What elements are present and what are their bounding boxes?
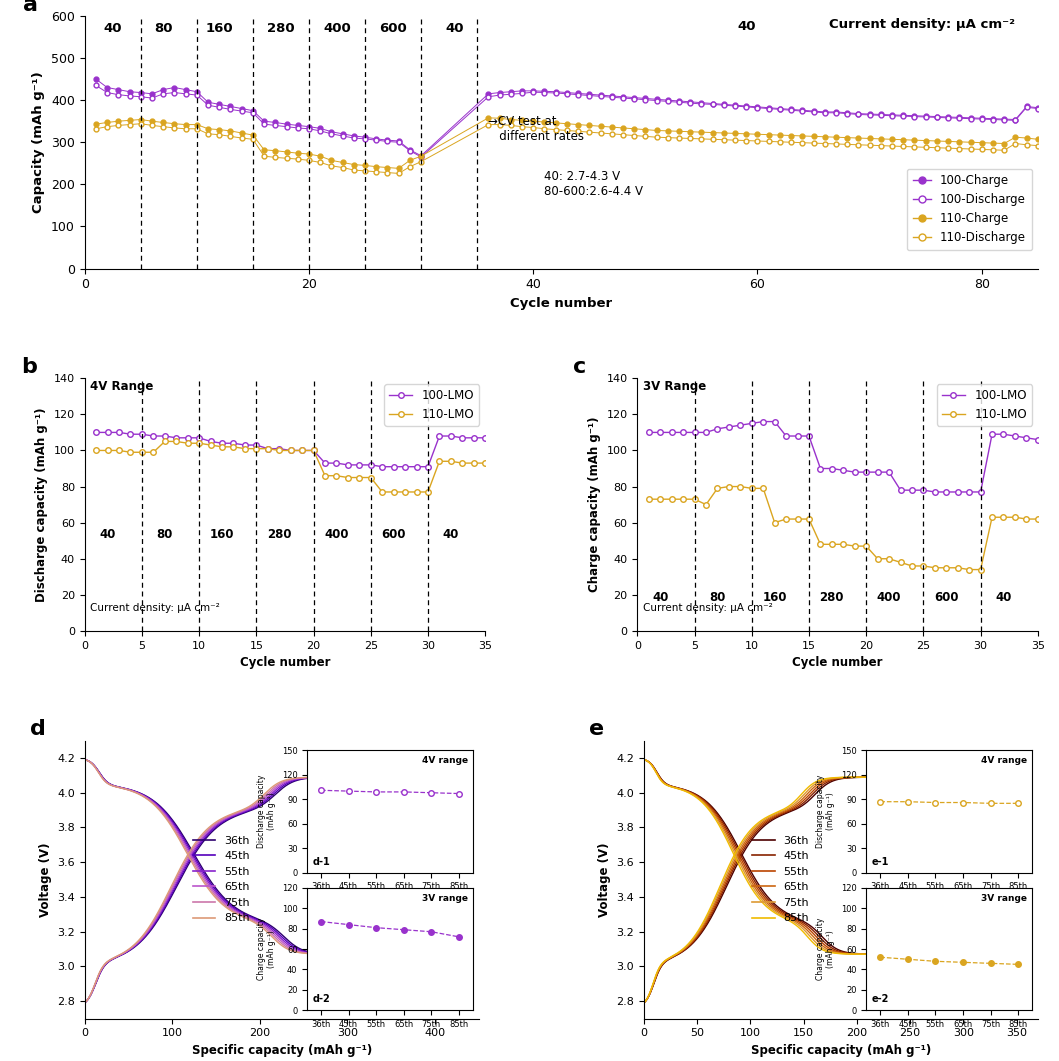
110-Discharge [953, 142, 966, 155]
Line: 110-Charge: 110-Charge [93, 116, 1040, 171]
100-Charge [1031, 102, 1044, 115]
Text: 40: 2.7-4.3 V: 40: 2.7-4.3 V [544, 170, 621, 182]
Text: 160: 160 [205, 22, 233, 35]
100-Discharge [684, 97, 697, 109]
Text: 400: 400 [323, 22, 351, 35]
100-Charge [762, 102, 775, 115]
100-Discharge [550, 87, 562, 100]
Text: 280: 280 [267, 528, 291, 541]
Text: 600: 600 [934, 591, 958, 604]
Text: 40: 40 [652, 591, 668, 604]
110-Charge [706, 126, 719, 139]
110-Discharge [134, 118, 147, 131]
110-Charge [773, 128, 786, 141]
110-Charge [1031, 133, 1044, 145]
100-Charge [90, 73, 103, 86]
Legend: 100-Charge, 100-Discharge, 110-Charge, 110-Discharge: 100-Charge, 100-Discharge, 110-Charge, 1… [907, 169, 1031, 250]
100-Discharge [415, 151, 428, 163]
Text: b: b [20, 358, 36, 378]
110-Discharge [392, 167, 405, 179]
Text: 160: 160 [762, 591, 787, 604]
110-Discharge [90, 122, 103, 135]
Text: 40: 40 [446, 22, 464, 35]
X-axis label: Cycle number: Cycle number [510, 297, 612, 310]
110-Discharge [560, 124, 573, 137]
Text: 40: 40 [100, 528, 115, 541]
110-Discharge [695, 133, 707, 145]
Text: 80: 80 [157, 528, 173, 541]
100-Charge [684, 95, 697, 108]
Text: d: d [30, 719, 46, 740]
Text: 280: 280 [820, 591, 844, 604]
100-Charge [695, 97, 707, 109]
100-Charge [415, 150, 428, 162]
Text: e: e [589, 719, 604, 740]
Text: 400: 400 [877, 591, 901, 604]
100-Discharge [90, 79, 103, 91]
110-Discharge [740, 134, 753, 146]
110-Discharge [773, 136, 786, 149]
100-Discharge [729, 100, 741, 112]
Text: 600: 600 [381, 528, 406, 541]
110-Charge [560, 118, 573, 131]
Line: 110-Discharge: 110-Discharge [93, 121, 1040, 176]
Y-axis label: Capacity (mAh g⁻¹): Capacity (mAh g⁻¹) [33, 71, 46, 213]
100-Charge [550, 85, 562, 98]
100-Charge [941, 110, 954, 123]
Text: a: a [23, 0, 38, 15]
Text: 40: 40 [104, 22, 122, 35]
Y-axis label: Charge capacity (mAh g⁻¹): Charge capacity (mAh g⁻¹) [588, 417, 600, 592]
Line: 100-Discharge: 100-Discharge [93, 83, 1040, 159]
Text: Current density: μA cm⁻²: Current density: μA cm⁻² [643, 603, 773, 613]
Text: c: c [573, 358, 587, 378]
100-Discharge [1031, 102, 1044, 115]
100-Charge [729, 99, 741, 111]
Text: 3V Range: 3V Range [643, 380, 706, 393]
Text: →CV test at
   different rates: →CV test at different rates [488, 116, 585, 143]
Line: 100-Charge: 100-Charge [93, 76, 1040, 158]
Text: 80: 80 [710, 591, 725, 604]
X-axis label: Specific capacity (mAh g⁻¹): Specific capacity (mAh g⁻¹) [751, 1044, 931, 1057]
100-Discharge [941, 111, 954, 124]
Legend: 36th, 45th, 55th, 65th, 75th, 85th: 36th, 45th, 55th, 65th, 75th, 85th [748, 831, 813, 928]
110-Charge [740, 127, 753, 140]
Text: 400: 400 [324, 528, 348, 541]
Text: 600: 600 [379, 22, 407, 35]
Text: 280: 280 [267, 22, 294, 35]
Text: 40: 40 [737, 20, 755, 33]
100-Discharge [762, 102, 775, 115]
X-axis label: Specific capacity (mAh g⁻¹): Specific capacity (mAh g⁻¹) [192, 1044, 372, 1057]
110-Charge [392, 162, 405, 175]
X-axis label: Cycle number: Cycle number [239, 656, 330, 669]
Text: 160: 160 [210, 528, 234, 541]
Text: 40: 40 [995, 591, 1011, 604]
Text: Current density: μA cm⁻²: Current density: μA cm⁻² [829, 18, 1016, 31]
110-Charge [90, 118, 103, 131]
Y-axis label: Discharge capacity (mAh g⁻¹): Discharge capacity (mAh g⁻¹) [35, 407, 49, 602]
Text: Current density: μA cm⁻²: Current density: μA cm⁻² [90, 603, 220, 613]
110-Charge [482, 111, 495, 124]
110-Charge [695, 126, 707, 139]
Text: 4V Range: 4V Range [90, 380, 154, 393]
Text: 40: 40 [443, 528, 459, 541]
Text: 80: 80 [154, 22, 173, 35]
Y-axis label: Voltage (V): Voltage (V) [38, 842, 52, 917]
Y-axis label: Voltage (V): Voltage (V) [598, 842, 611, 917]
Legend: 100-LMO, 110-LMO: 100-LMO, 110-LMO [384, 384, 480, 425]
X-axis label: Cycle number: Cycle number [792, 656, 883, 669]
Legend: 36th, 45th, 55th, 65th, 75th, 85th: 36th, 45th, 55th, 65th, 75th, 85th [189, 831, 254, 928]
Text: 80-600:2.6-4.4 V: 80-600:2.6-4.4 V [544, 186, 644, 198]
110-Discharge [1031, 139, 1044, 152]
100-Discharge [695, 98, 707, 110]
110-Discharge [706, 133, 719, 145]
Legend: 100-LMO, 110-LMO: 100-LMO, 110-LMO [937, 384, 1031, 425]
110-Charge [953, 136, 966, 149]
